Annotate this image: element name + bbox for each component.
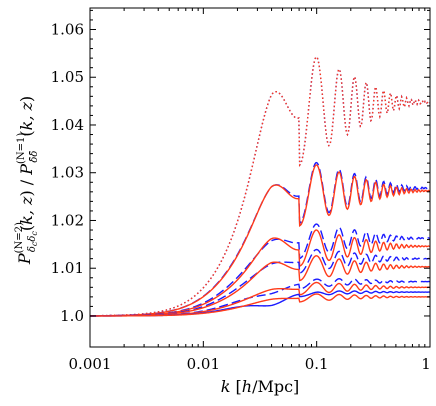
y-axis-label: P(N=2) δcδc(k, z) / P(N=1) δ̄δ̄(k, z) xyxy=(14,96,40,265)
y-tick-label: 1.02 xyxy=(51,211,84,229)
y-tick-label: 1.05 xyxy=(51,68,84,86)
x-tick-label: 0.01 xyxy=(187,355,220,373)
y-tick-label: 1.01 xyxy=(51,259,84,277)
series-line xyxy=(90,293,430,317)
y-tick-label: 1.0 xyxy=(60,307,84,325)
series-line xyxy=(90,290,430,317)
x-tick-label: 0.001 xyxy=(69,355,112,373)
series-line xyxy=(90,56,430,317)
x-tick-label: 0.1 xyxy=(305,355,329,373)
axis-ticks xyxy=(89,8,431,347)
y-tick-label: 1.03 xyxy=(51,164,84,182)
axis-tick-labels: 0.001 0.01 0.1 1 1.0 1.01 1.02 1.03 1.04 1.05 1.06 xyxy=(51,20,431,373)
x-axis-label: k [h/Mpc] xyxy=(221,377,300,396)
plot-frame xyxy=(89,7,431,348)
chart-curves xyxy=(90,56,430,317)
series-line xyxy=(90,255,430,317)
series-line xyxy=(90,281,430,317)
y-tick-label: 1.04 xyxy=(51,116,84,134)
x-tick-label: 1 xyxy=(421,355,431,373)
y-tick-label: 1.06 xyxy=(51,20,84,38)
series-line xyxy=(90,56,430,317)
